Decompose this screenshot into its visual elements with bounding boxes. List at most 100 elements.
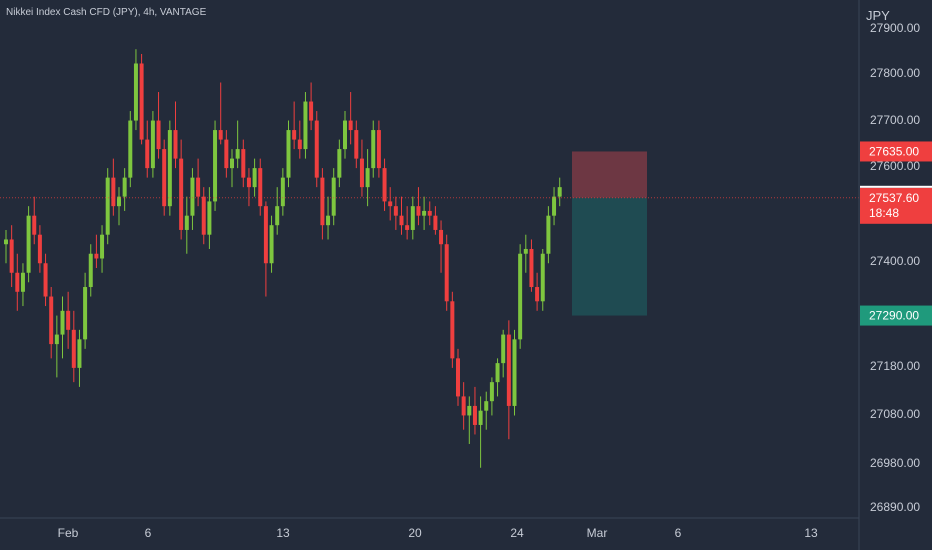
candle-body [371,130,376,169]
svg-text:18:48: 18:48 [869,206,899,220]
candle [337,139,342,188]
candle-body [258,168,263,207]
candle [94,234,99,268]
candle [292,101,297,150]
candle-body [348,120,353,131]
candle [60,296,65,359]
candle-body [478,410,483,425]
candle [139,53,144,145]
candle-body [128,120,133,178]
candle-body [156,120,161,150]
candle [66,291,71,349]
candle-body [224,139,229,169]
time-tick-label: 13 [276,526,290,540]
candle [416,187,421,226]
candle [354,120,359,169]
candle [450,291,455,368]
take-profit-zone[interactable] [572,197,647,316]
candle [433,206,438,235]
time-axis[interactable]: Feb 6 13 20 24 Mar 6 13 [58,526,818,540]
time-tick-label: 20 [408,526,422,540]
price-badge-marker [860,185,932,188]
candle [275,187,280,235]
candle-body [100,234,105,259]
candle-body [314,120,319,178]
candle-body [117,196,121,207]
candle [241,139,246,188]
candle-body [484,401,489,411]
candle-body [235,149,240,159]
candle-body [297,139,302,150]
candle-body [196,177,201,197]
candle [117,187,121,226]
candle [343,111,347,159]
candle [501,329,506,378]
candle [105,168,110,245]
candle [422,196,427,230]
candle [410,196,415,240]
candle-body [557,187,562,197]
candle-body [162,149,167,207]
candle-body [399,215,404,226]
candle [258,158,263,216]
candle-body [382,168,387,202]
candle [280,168,285,216]
candle [156,92,161,159]
candle-body [263,206,268,264]
candle [326,196,331,240]
currency-label: JPY [866,8,890,23]
position-zones [572,151,647,316]
candle [303,92,308,159]
candle [235,120,240,169]
candle-body [252,168,257,188]
time-tick-label: 24 [510,526,524,540]
candle-body [529,248,534,288]
candle [269,215,274,273]
candle-body [343,120,347,150]
candle-body [71,329,76,368]
candle [523,234,528,273]
candle-body [241,149,246,178]
candle-body [167,130,172,207]
candle [472,386,477,435]
candle [37,225,42,273]
candle-body [150,120,155,169]
chart-title: Nikkei Index Cash CFD (JPY), 4h, VANTAGE [6,7,207,18]
price-tick-label: 27800.00 [870,66,920,80]
candle [348,92,353,145]
candle-body [427,210,432,216]
candle [518,244,523,349]
candle [71,310,76,383]
candle-body [495,363,500,383]
stop-price-badge: 27635.00 [860,141,932,162]
candle-body [354,130,359,159]
candle [540,248,545,311]
candle-body [450,301,455,359]
candle-body [15,272,20,292]
candle [365,149,370,207]
candle-body [546,215,551,254]
candle-body [105,177,110,235]
price-tick-label: 27900.00 [870,21,920,35]
candle-body [83,287,88,340]
candle [20,263,25,307]
candle [359,139,364,197]
candle-body [88,253,93,288]
candle-body [111,177,116,207]
candle-body [552,196,557,216]
candle [546,206,551,264]
time-tick-label: Feb [58,526,79,540]
price-tick-label: 27180.00 [870,359,920,373]
stop-loss-zone[interactable] [572,151,647,198]
candle [190,168,195,230]
candles [4,49,562,468]
candle-body [179,158,184,230]
candle-body [393,206,398,216]
svg-text:27537.60: 27537.60 [869,191,919,205]
candle [376,120,381,178]
candle [557,177,562,207]
svg-text:27635.00: 27635.00 [869,144,919,158]
candle [382,158,387,211]
